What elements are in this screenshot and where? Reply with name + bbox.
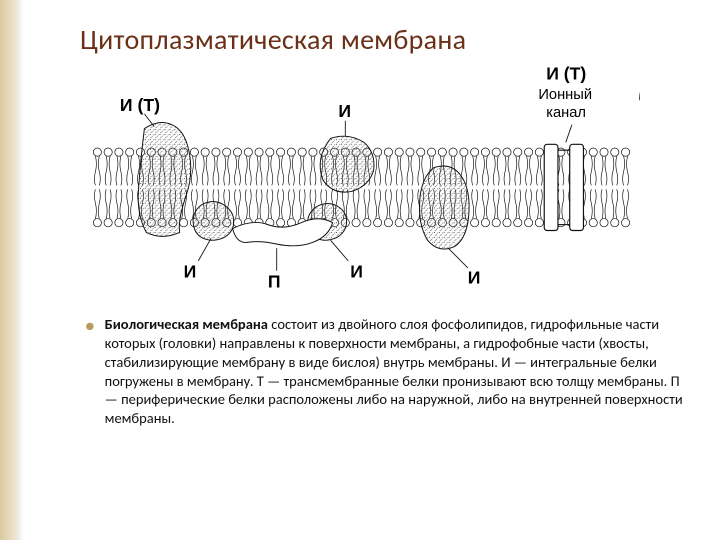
label-top-right-bold: И (Т)	[546, 64, 586, 84]
label-top-left: И (Т)	[120, 95, 160, 115]
label-bot-left: И	[184, 262, 197, 282]
leader-lines	[144, 114, 575, 271]
bullet-icon: ●	[85, 315, 95, 428]
body-paragraph: ● Биологическая мембрана состоит из двой…	[85, 315, 685, 428]
ion-channel	[544, 144, 583, 230]
lead-bold: Биологическая мембрана	[105, 315, 268, 333]
paragraph-text: Биологическая мембрана состоит из двойно…	[105, 315, 685, 428]
label-bot-mid: И	[350, 262, 363, 282]
slide-left-decor	[0, 0, 18, 540]
page-title: Цитоплазматическая мембрана	[80, 22, 700, 57]
label-peripheral: П	[268, 271, 281, 291]
label-top-mid: И	[338, 101, 351, 121]
label-bot-right: И	[468, 267, 481, 287]
protein-integral-top	[320, 136, 374, 192]
membrane-svg: И (Т) И И (Т) Ионный канал Ионный канал …	[80, 60, 640, 305]
label-ion-line: Ионный	[538, 87, 592, 103]
membrane-diagram: И (Т) И И (Т) Ионный канал Ионный канал …	[80, 60, 640, 305]
protein-integral-small	[193, 202, 234, 241]
label-ion-line2: канал	[546, 105, 586, 121]
protein-integral-bottom	[419, 166, 469, 249]
